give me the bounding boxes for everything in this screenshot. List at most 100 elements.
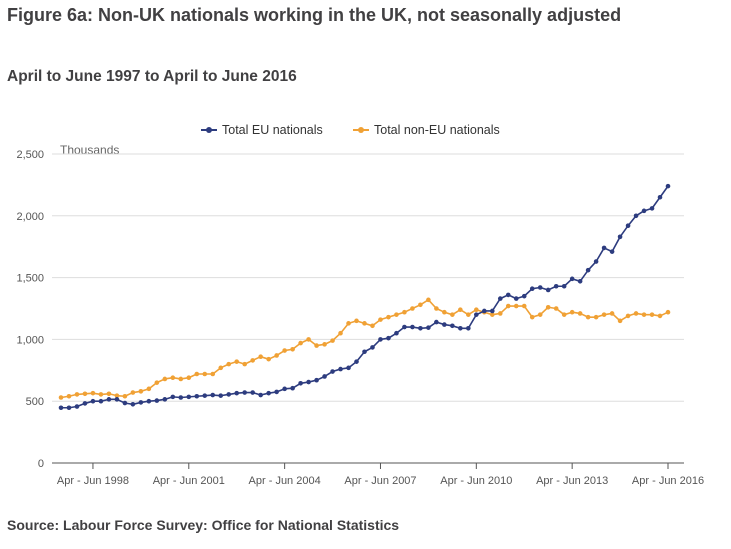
data-point-non-eu[interactable] (569, 309, 575, 315)
data-point-non-eu[interactable] (250, 358, 255, 363)
data-point-non-eu[interactable] (186, 375, 192, 381)
data-point-non-eu[interactable] (513, 303, 519, 309)
data-point-eu[interactable] (170, 394, 176, 400)
data-point-eu[interactable] (138, 400, 144, 405)
data-point-eu[interactable] (402, 324, 407, 330)
data-point-eu[interactable] (90, 398, 96, 404)
data-point-eu[interactable] (354, 359, 359, 364)
data-point-non-eu[interactable] (346, 321, 351, 326)
data-point-eu[interactable] (210, 392, 216, 398)
data-point-non-eu[interactable] (194, 371, 200, 377)
data-point-eu[interactable] (386, 335, 391, 341)
data-point-non-eu[interactable] (497, 311, 503, 316)
data-point-eu[interactable] (186, 394, 192, 400)
data-point-non-eu[interactable] (162, 376, 168, 382)
data-point-non-eu[interactable] (290, 346, 295, 352)
data-point-eu[interactable] (58, 405, 64, 411)
data-point-eu[interactable] (266, 390, 271, 396)
data-point-eu[interactable] (426, 325, 431, 330)
data-point-non-eu[interactable] (609, 311, 615, 316)
data-point-non-eu[interactable] (242, 361, 247, 367)
data-point-non-eu[interactable] (362, 321, 367, 326)
data-point-non-eu[interactable] (130, 390, 136, 395)
data-point-non-eu[interactable] (354, 318, 359, 324)
data-point-non-eu[interactable] (466, 312, 471, 317)
data-point-non-eu[interactable] (450, 312, 455, 317)
data-point-non-eu[interactable] (585, 314, 591, 320)
data-point-eu[interactable] (242, 390, 247, 395)
data-point-eu[interactable] (306, 379, 311, 385)
data-point-eu[interactable] (593, 259, 599, 264)
data-point-eu[interactable] (569, 276, 575, 282)
data-point-eu[interactable] (250, 390, 255, 395)
data-point-non-eu[interactable] (298, 340, 303, 346)
data-point-non-eu[interactable] (489, 312, 495, 317)
data-point-non-eu[interactable] (234, 359, 240, 364)
data-point-non-eu[interactable] (154, 380, 160, 385)
data-point-non-eu[interactable] (593, 314, 599, 320)
data-point-eu[interactable] (218, 393, 224, 398)
data-point-non-eu[interactable] (378, 317, 383, 322)
data-point-eu[interactable] (154, 398, 160, 403)
data-point-non-eu[interactable] (258, 354, 263, 360)
data-point-eu[interactable] (617, 234, 623, 240)
data-point-eu[interactable] (537, 285, 543, 290)
data-point-non-eu[interactable] (633, 311, 639, 316)
data-point-non-eu[interactable] (418, 302, 423, 308)
data-point-eu[interactable] (585, 267, 591, 273)
data-point-eu[interactable] (338, 366, 343, 372)
data-point-eu[interactable] (450, 323, 455, 329)
data-point-eu[interactable] (234, 390, 240, 396)
data-point-non-eu[interactable] (442, 309, 447, 315)
data-point-eu[interactable] (122, 400, 128, 406)
data-point-eu[interactable] (226, 392, 232, 397)
data-point-eu[interactable] (458, 325, 463, 331)
data-point-non-eu[interactable] (266, 356, 271, 362)
data-point-non-eu[interactable] (306, 337, 311, 342)
data-point-non-eu[interactable] (426, 297, 431, 303)
data-point-non-eu[interactable] (505, 303, 511, 309)
data-point-eu[interactable] (314, 377, 319, 383)
data-point-eu[interactable] (74, 404, 80, 409)
data-point-non-eu[interactable] (386, 314, 391, 320)
data-point-eu[interactable] (410, 324, 415, 330)
data-point-non-eu[interactable] (178, 376, 184, 382)
data-point-non-eu[interactable] (98, 392, 104, 397)
data-point-non-eu[interactable] (170, 375, 176, 381)
data-point-eu[interactable] (98, 398, 104, 404)
data-point-non-eu[interactable] (474, 307, 479, 313)
data-point-non-eu[interactable] (641, 312, 647, 317)
data-point-non-eu[interactable] (338, 330, 343, 336)
data-point-non-eu[interactable] (561, 312, 567, 317)
data-point-eu[interactable] (290, 385, 295, 391)
data-point-eu[interactable] (130, 401, 136, 407)
data-point-non-eu[interactable] (458, 307, 463, 313)
data-point-eu[interactable] (282, 386, 287, 392)
data-point-eu[interactable] (545, 287, 551, 293)
data-point-non-eu[interactable] (665, 309, 671, 315)
data-point-eu[interactable] (434, 319, 439, 325)
data-point-eu[interactable] (146, 398, 152, 404)
data-point-non-eu[interactable] (410, 306, 415, 311)
data-point-eu[interactable] (553, 283, 559, 289)
data-point-eu[interactable] (394, 330, 399, 336)
data-point-non-eu[interactable] (617, 318, 623, 324)
data-point-eu[interactable] (649, 206, 655, 211)
data-point-eu[interactable] (466, 325, 471, 331)
data-point-eu[interactable] (178, 395, 184, 400)
data-point-eu[interactable] (66, 405, 72, 411)
data-point-non-eu[interactable] (122, 393, 128, 399)
data-point-eu[interactable] (633, 213, 639, 219)
data-point-eu[interactable] (194, 393, 200, 399)
data-point-non-eu[interactable] (218, 365, 224, 371)
data-point-eu[interactable] (298, 380, 303, 386)
data-point-eu[interactable] (625, 223, 631, 228)
data-point-non-eu[interactable] (114, 393, 120, 398)
data-point-eu[interactable] (346, 365, 351, 371)
data-point-non-eu[interactable] (649, 312, 655, 317)
data-point-non-eu[interactable] (138, 389, 144, 394)
data-point-non-eu[interactable] (322, 342, 327, 347)
data-point-non-eu[interactable] (314, 343, 319, 348)
data-point-eu[interactable] (577, 279, 583, 284)
data-point-eu[interactable] (378, 337, 383, 342)
